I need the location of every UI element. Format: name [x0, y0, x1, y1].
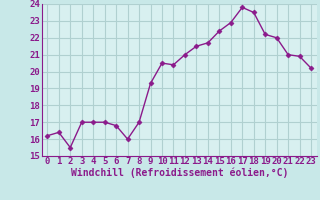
X-axis label: Windchill (Refroidissement éolien,°C): Windchill (Refroidissement éolien,°C)	[70, 168, 288, 178]
